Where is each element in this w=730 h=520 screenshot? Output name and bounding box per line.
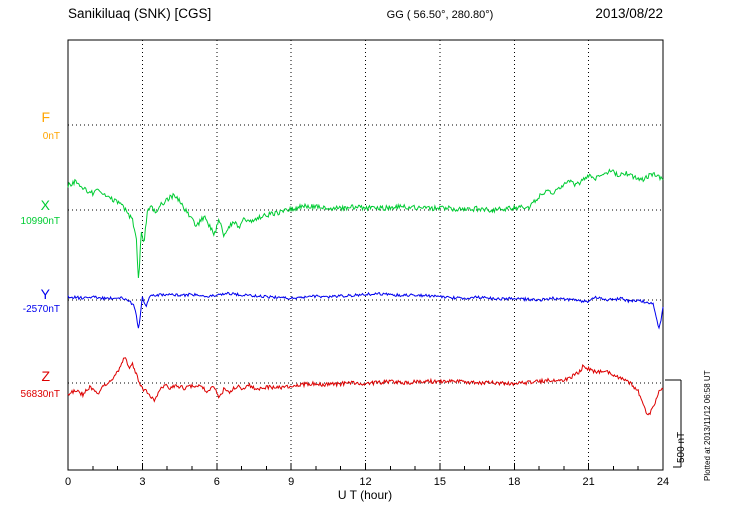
plot-date: 2013/08/22: [595, 6, 663, 21]
station-title: Sanikiluaq (SNK) [CGS]: [68, 6, 212, 21]
x-tick-label: 24: [657, 476, 669, 488]
trace-label-z: Z: [41, 368, 50, 384]
plot-frame: [67, 39, 664, 471]
geographic-coordinates: GG ( 56.50°, 280.80°): [386, 9, 494, 21]
x-tick-label: 21: [583, 476, 595, 488]
trace-label-x: X: [40, 197, 50, 213]
trace-label-f: F: [41, 109, 50, 125]
trace-y: [67, 291, 664, 330]
x-tick-label: 9: [288, 476, 294, 488]
trace-baseline-y: -2570nT: [22, 304, 60, 315]
trace-baseline-f: 0nT: [42, 131, 60, 142]
x-tick-label: 12: [359, 476, 371, 488]
trace-x: [67, 168, 664, 279]
trace-baseline-x: 10990nT: [20, 216, 60, 227]
x-tick-label: 18: [508, 476, 520, 488]
x-tick-label: 6: [214, 476, 220, 488]
trace-baseline-z: 56830nT: [20, 389, 60, 400]
scale-bar-label: 500 nT: [676, 431, 687, 463]
x-tick-label: 15: [434, 476, 446, 488]
plotted-at-note: Plotted at 2013/11/12 06:58 UT: [703, 370, 712, 481]
x-tick-label: 3: [139, 476, 145, 488]
trace-label-y: Y: [40, 286, 50, 302]
x-axis-title: U T (hour): [337, 488, 393, 502]
trace-z: [67, 357, 664, 416]
x-tick-label: 0: [65, 476, 71, 488]
